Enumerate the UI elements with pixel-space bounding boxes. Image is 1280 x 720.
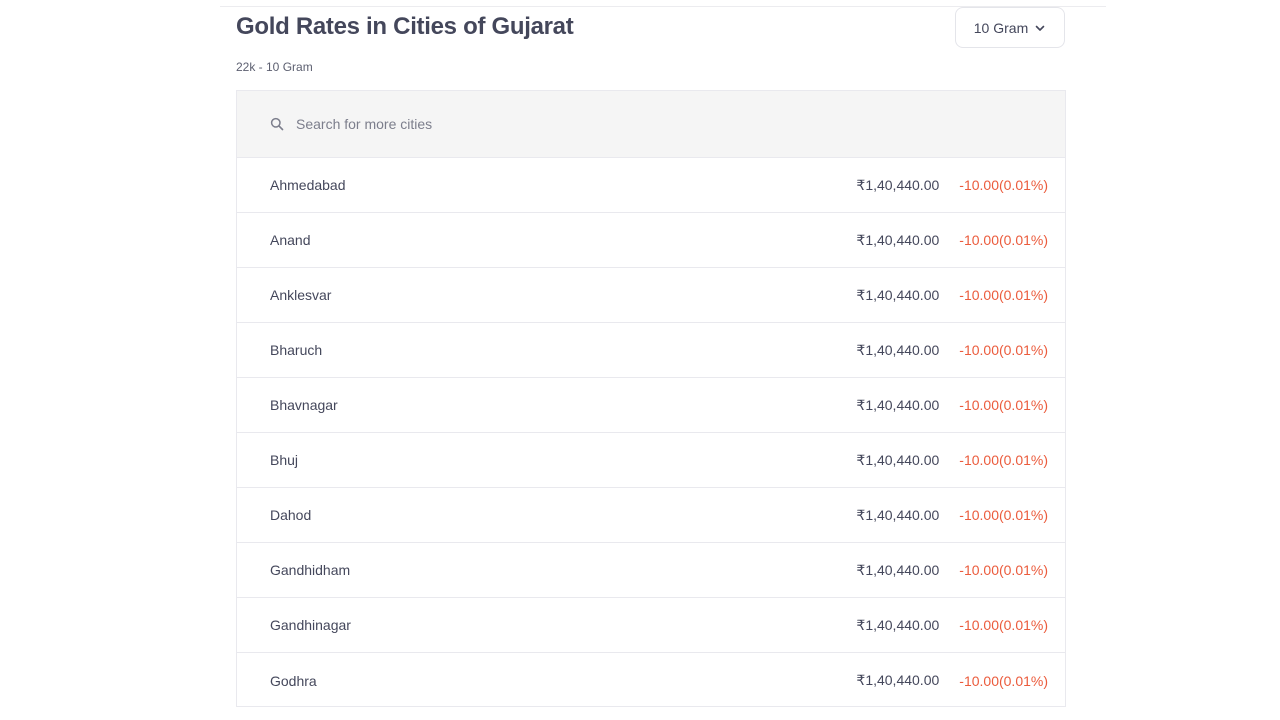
city-name: Anand xyxy=(270,232,311,248)
unit-dropdown-value: 10 Gram xyxy=(973,19,1029,36)
gold-price: ₹1,40,440.00 xyxy=(856,561,940,578)
price-change: -10.00(0.01%) xyxy=(959,397,1048,413)
table-row[interactable]: Anklesvar ₹1,40,440.00 -10.00(0.01%) xyxy=(237,268,1065,323)
search-icon xyxy=(270,117,284,131)
price-change: -10.00(0.01%) xyxy=(959,232,1048,248)
table-row[interactable]: Gandhidham ₹1,40,440.00 -10.00(0.01%) xyxy=(237,543,1065,598)
top-divider xyxy=(220,6,1106,7)
search-bar xyxy=(237,91,1065,158)
price-change: -10.00(0.01%) xyxy=(959,287,1048,303)
gold-price: ₹1,40,440.00 xyxy=(856,286,940,303)
unit-dropdown[interactable]: 10 Gram xyxy=(955,7,1065,48)
table-row[interactable]: Gandhinagar ₹1,40,440.00 -10.00(0.01%) xyxy=(237,598,1065,653)
gold-price: ₹1,40,440.00 xyxy=(856,176,940,193)
price-change: -10.00(0.01%) xyxy=(959,617,1048,633)
table-row[interactable]: Bhavnagar ₹1,40,440.00 -10.00(0.01%) xyxy=(237,378,1065,433)
gold-price: ₹1,40,440.00 xyxy=(856,616,940,633)
gold-price: ₹1,40,440.00 xyxy=(856,506,940,523)
city-name: Bhavnagar xyxy=(270,397,338,413)
table-row[interactable]: Bharuch ₹1,40,440.00 -10.00(0.01%) xyxy=(237,323,1065,378)
gold-price: ₹1,40,440.00 xyxy=(856,672,940,688)
table-row[interactable]: Bhuj ₹1,40,440.00 -10.00(0.01%) xyxy=(237,433,1065,488)
price-change: -10.00(0.01%) xyxy=(959,507,1048,523)
gold-price: ₹1,40,440.00 xyxy=(856,451,940,468)
city-name: Dahod xyxy=(270,507,312,523)
gold-price: ₹1,40,440.00 xyxy=(856,231,940,248)
city-name: Gandhidham xyxy=(270,562,351,578)
city-name: Gandhinagar xyxy=(270,617,351,633)
city-name: Anklesvar xyxy=(270,287,332,303)
table-row[interactable]: Ahmedabad ₹1,40,440.00 -10.00(0.01%) xyxy=(237,158,1065,213)
price-change: -10.00(0.01%) xyxy=(959,562,1048,578)
table-row[interactable]: Anand ₹1,40,440.00 -10.00(0.01%) xyxy=(237,213,1065,268)
city-name: Ahmedabad xyxy=(270,177,346,193)
gold-price: ₹1,40,440.00 xyxy=(856,396,940,413)
city-name: Bhuj xyxy=(270,452,299,468)
city-list: Ahmedabad ₹1,40,440.00 -10.00(0.01%) Anand ₹… xyxy=(237,158,1065,708)
page-title: Gold Rates in Cities of Gujarat xyxy=(236,13,574,40)
price-change: -10.00(0.01%) xyxy=(959,342,1048,358)
price-change: -10.00(0.01%) xyxy=(959,672,1048,689)
chevron-down-icon xyxy=(1035,25,1045,31)
city-name: Godhra xyxy=(270,672,317,689)
price-change: -10.00(0.01%) xyxy=(959,452,1048,468)
price-change: -10.00(0.01%) xyxy=(959,177,1048,193)
city-rates-panel: Ahmedabad ₹1,40,440.00 -10.00(0.01%) Anand ₹… xyxy=(236,90,1066,707)
city-name: Bharuch xyxy=(270,342,323,358)
gold-price: ₹1,40,440.00 xyxy=(856,341,940,358)
table-row[interactable]: Godhra ₹1,40,440.00 -10.00(0.01%) xyxy=(237,653,1065,708)
table-row[interactable]: Dahod ₹1,40,440.00 -10.00(0.01%) xyxy=(237,488,1065,543)
page-subtitle: 22k - 10 Gram xyxy=(236,60,313,74)
search-input[interactable] xyxy=(296,116,696,132)
